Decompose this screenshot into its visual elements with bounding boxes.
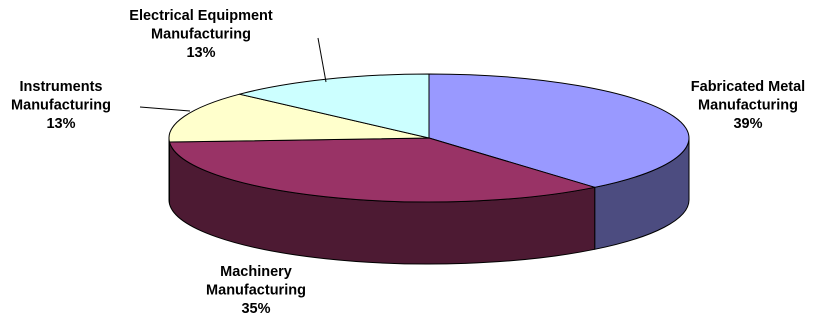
- slice-label-line-electrical-equipment: Manufacturing: [151, 27, 251, 43]
- slice-label-line-fabricated-metal: Manufacturing: [698, 98, 798, 114]
- slice-label-line-machinery: Machinery: [220, 264, 292, 280]
- slice-top-fabricated-metal: [428, 73, 690, 188]
- slice-top-machinery: [169, 137, 596, 203]
- slice-side-instruments: [168, 137, 171, 205]
- slice-label-fabricated-metal: Fabricated Metal Manufacturing 39%: [691, 79, 805, 132]
- leader-lines: [139, 37, 327, 112]
- slice-label-line-instruments: Instruments: [20, 79, 103, 95]
- slice-label-line-electrical-equipment: Electrical Equipment: [129, 8, 273, 24]
- slice-top-instruments: [168, 93, 430, 143]
- slice-percent-fabricated-metal: 39%: [733, 116, 762, 132]
- slice-percent-electrical-equipment: 13%: [186, 45, 215, 61]
- slice-label-line-machinery: Manufacturing: [206, 283, 306, 299]
- slice-label-line-fabricated-metal: Fabricated Metal: [691, 79, 805, 95]
- slices-layer: [168, 73, 690, 265]
- slice-percent-machinery: 35%: [241, 301, 270, 317]
- slice-label-machinery: Machinery Manufacturing 35%: [206, 264, 306, 317]
- slice-label-instruments: Instruments Manufacturing 13%: [11, 79, 111, 132]
- slice-labels: Fabricated Metal Manufacturing 39% Machiner…: [11, 8, 805, 317]
- slice-percent-instruments: 13%: [46, 116, 75, 132]
- leader-line-electrical-equipment: [317, 37, 327, 83]
- slice-label-line-instruments: Manufacturing: [11, 98, 111, 114]
- slice-label-electrical-equipment: Electrical Equipment Manufacturing 13%: [129, 8, 273, 61]
- leader-line-instruments: [139, 106, 191, 112]
